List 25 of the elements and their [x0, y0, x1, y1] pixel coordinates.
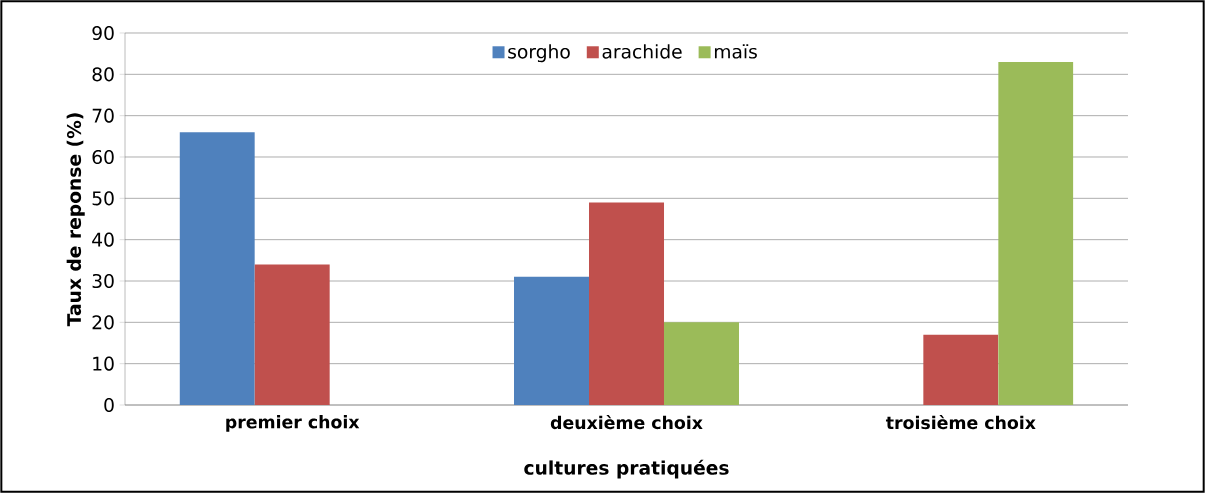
y-tick-label: 40	[92, 232, 114, 247]
bar	[589, 202, 665, 405]
bar	[254, 264, 330, 405]
legend-label: maïs	[714, 44, 757, 59]
x-tick-label: deuxième choix	[550, 415, 703, 430]
y-tick-label: 10	[93, 356, 114, 371]
y-axis-title: Taux de reponse (%)	[66, 113, 85, 327]
bar	[664, 322, 740, 405]
y-tick-label: 0	[104, 397, 114, 413]
legend-label: sorgho	[508, 44, 570, 63]
bar	[179, 132, 255, 405]
x-tick-label: premier choix	[226, 415, 360, 432]
x-tick-label: troisième choix	[885, 415, 1036, 430]
bar	[998, 61, 1074, 405]
y-tick-label: 20	[92, 315, 114, 330]
x-axis-title: cultures pratiquées	[524, 459, 729, 479]
y-tick-label: 50	[92, 191, 114, 206]
legend-label: arachide	[602, 44, 682, 59]
y-tick-label: 90	[92, 25, 114, 41]
y-tick-label: 60	[92, 149, 114, 165]
y-tick-label: 80	[92, 67, 114, 82]
y-tick-label: 30	[92, 273, 114, 289]
y-tick-label: 70	[92, 108, 114, 123]
bar	[923, 334, 999, 405]
bar	[514, 276, 590, 405]
